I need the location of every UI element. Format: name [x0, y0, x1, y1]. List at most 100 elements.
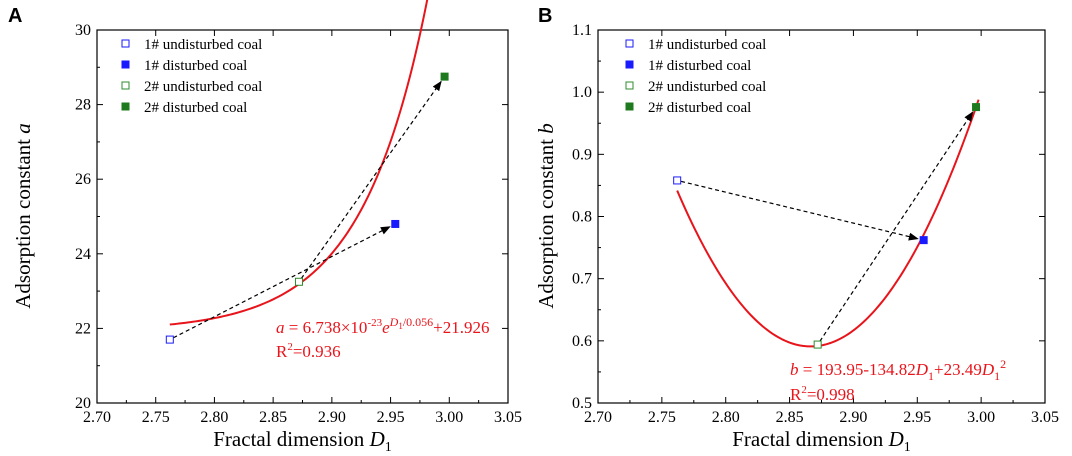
x-tick-label: 2.70	[83, 409, 111, 426]
data-point	[440, 72, 449, 81]
y-axis-label-text: Adsorption constant	[534, 134, 558, 309]
fit-r2: R2=0.998	[790, 384, 855, 404]
data-point	[294, 277, 303, 286]
legend-marker	[121, 39, 130, 48]
y-tick-label: 0.5	[572, 395, 592, 412]
x-tick-label: 3.05	[494, 409, 522, 426]
eq-sup2: 2	[1000, 357, 1006, 371]
eq-sup-rest: /0.056	[403, 315, 433, 329]
y-tick-label: 0.8	[572, 209, 592, 226]
y-tick-label: 26	[75, 171, 91, 188]
y-axis-label-var: a	[11, 123, 35, 134]
legend-label: 2# undisturbed coal	[144, 79, 262, 95]
eq-sub: 1	[928, 369, 934, 383]
legend-marker	[121, 102, 130, 111]
dashed-arrow	[300, 80, 442, 279]
legend-marker	[625, 60, 634, 69]
x-tick-label: 2.80	[712, 409, 740, 426]
fit-curve	[169, 0, 429, 326]
r2-r: R	[276, 342, 288, 361]
panel-label: B	[538, 5, 552, 27]
r2-sup: 2	[801, 384, 807, 396]
x-tick-label: 2.85	[776, 409, 804, 426]
x-tick-label: 2.70	[584, 409, 612, 426]
eq-text: = 193.95-134.82	[799, 360, 916, 379]
data-point	[673, 176, 682, 185]
y-tick-label: 0.9	[572, 146, 592, 163]
x-axis-label-text: Fractal dimension	[732, 427, 888, 451]
eq-var: a	[276, 318, 285, 337]
x-tick-label: 2.85	[259, 409, 287, 426]
legend-label: 2# disturbed coal	[144, 100, 247, 116]
y-tick-label: 1.1	[572, 22, 592, 39]
eq-text: = 6.738×10	[285, 318, 368, 337]
y-tick-label: 0.7	[572, 271, 592, 288]
r2-value: =0.998	[807, 385, 855, 404]
x-tick-label: 2.75	[648, 409, 676, 426]
r2-sup: 2	[287, 341, 293, 353]
legend-marker	[625, 102, 634, 111]
x-tick-label: 3.00	[967, 409, 995, 426]
legend-label: 1# undisturbed coal	[144, 37, 262, 53]
fit-equation: a = 6.738×10-23eD1/0.056+21.926	[276, 315, 490, 337]
data-point	[972, 103, 981, 112]
y-tick-label: 28	[75, 97, 91, 114]
x-axis-label-text: Fractal dimension	[213, 427, 369, 451]
x-axis-label: Fractal dimension D1	[213, 427, 391, 455]
eq-sup-var: D	[389, 315, 399, 329]
x-tick-label: 2.95	[377, 409, 405, 426]
x-axis-label: Fractal dimension D1	[732, 427, 910, 455]
legend-label: 1# undisturbed coal	[648, 37, 766, 53]
panel-a: A 2.70 2.75 2.80 2.85 2.90 2.95 3.00 3.05 20 22 24 2…	[8, 0, 522, 455]
eq-var: b	[790, 360, 799, 379]
legend-marker	[625, 81, 634, 90]
eq-sup-sub: 1	[398, 321, 403, 331]
y-tick-label: 22	[75, 320, 91, 337]
legend-label: 2# disturbed coal	[648, 100, 751, 116]
eq-text2: +23.49	[934, 360, 982, 379]
panel-b: B 2.70 2.75 2.80 2.85 2.90 2.95 3.00 3.05 0.5 0.6 0…	[534, 5, 1059, 455]
legend-label: 2# undisturbed coal	[648, 79, 766, 95]
eq-sub2: 1	[994, 369, 1000, 383]
y-tick-label: 1.0	[572, 84, 592, 101]
eq-e: e	[382, 318, 390, 337]
x-tick-label: 3.00	[435, 409, 463, 426]
y-tick-label: 20	[75, 395, 91, 412]
eq-var-d2: D	[981, 360, 995, 379]
x-axis-label-var: D	[888, 427, 904, 451]
y-axis-label: Adsorption constant b	[534, 123, 558, 308]
x-tick-label: 2.80	[200, 409, 228, 426]
legend-label: 1# disturbed coal	[648, 58, 751, 74]
data-point	[165, 335, 174, 344]
dashed-arrow	[680, 180, 919, 241]
legend-marker	[121, 60, 130, 69]
x-tick-label: 2.90	[318, 409, 346, 426]
dashed-arrow	[173, 226, 391, 339]
y-tick-label: 24	[75, 246, 91, 263]
r2-r: R	[790, 385, 802, 404]
x-tick-label: 3.05	[1031, 409, 1059, 426]
fit-equation: b = 193.95-134.82D1+23.49D12	[790, 357, 1006, 383]
x-axis-label-sub: 1	[385, 440, 392, 455]
eq-sup: -23	[367, 317, 382, 329]
y-axis-label: Adsorption constant a	[11, 123, 35, 308]
y-axis-label-var: b	[534, 123, 558, 134]
y-tick-label: 30	[75, 22, 91, 39]
x-tick-label: 2.75	[142, 409, 170, 426]
fit-curve	[676, 99, 980, 348]
r2-value: =0.936	[293, 342, 341, 361]
fit-r2: R2=0.936	[276, 341, 341, 361]
eq-tail: +21.926	[433, 318, 489, 337]
y-axis-label-text: Adsorption constant	[11, 134, 35, 309]
data-point	[919, 236, 928, 245]
x-tick-label: 2.95	[903, 409, 931, 426]
data-point	[391, 219, 400, 228]
x-axis-label-var: D	[369, 427, 385, 451]
y-tick-label: 0.6	[572, 333, 592, 350]
legend-marker	[121, 81, 130, 90]
data-point	[813, 340, 822, 349]
legend-label: 1# disturbed coal	[144, 58, 247, 74]
dashed-arrow	[819, 111, 974, 342]
x-tick-label: 2.90	[839, 409, 867, 426]
